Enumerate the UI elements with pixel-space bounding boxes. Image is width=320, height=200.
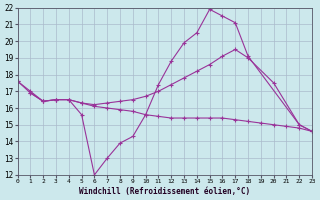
X-axis label: Windchill (Refroidissement éolien,°C): Windchill (Refroidissement éolien,°C) — [79, 187, 250, 196]
